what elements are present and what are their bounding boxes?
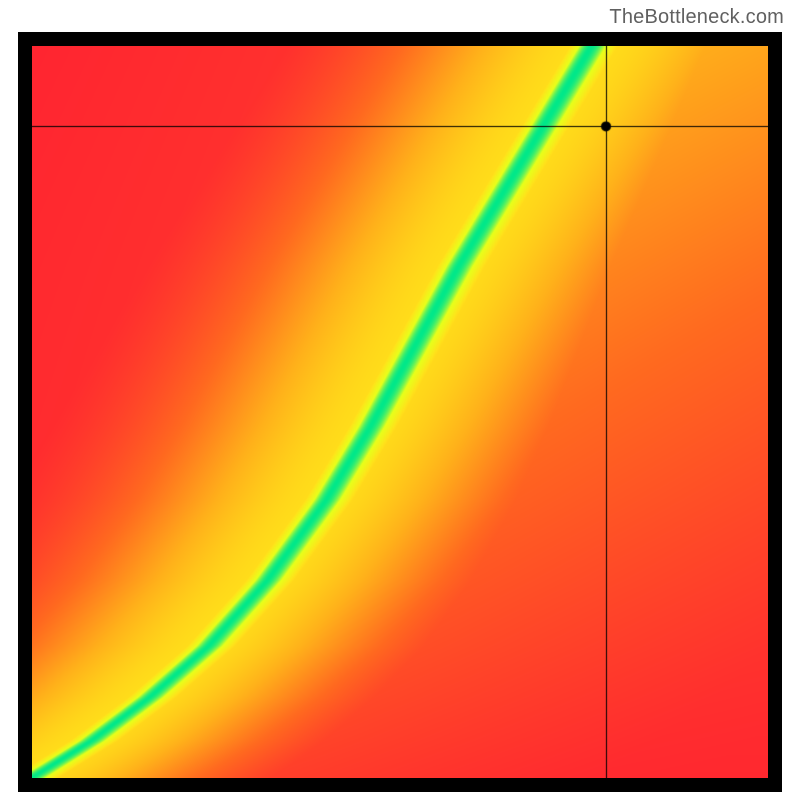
watermark-text: TheBottleneck.com <box>609 6 784 29</box>
bottleneck-heatmap <box>32 46 768 778</box>
plot-frame <box>18 32 782 792</box>
